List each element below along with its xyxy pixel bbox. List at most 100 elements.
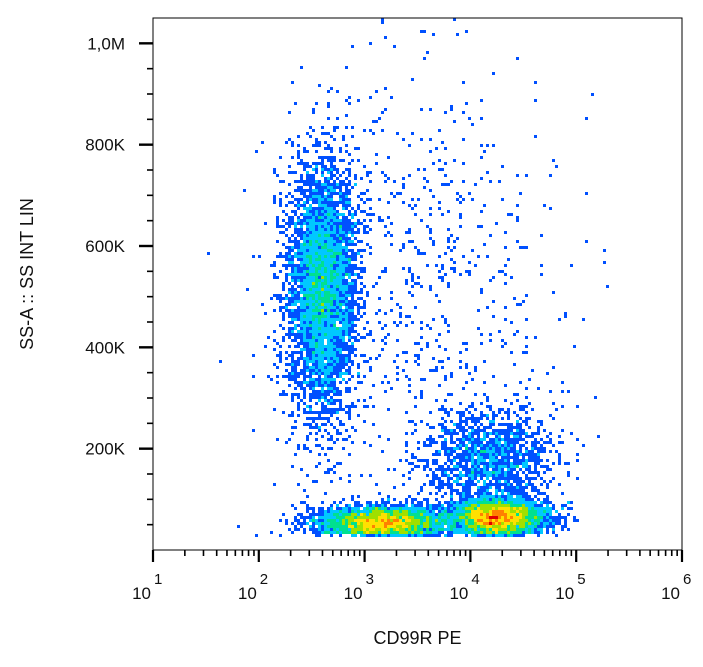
density-cell — [387, 519, 390, 522]
density-cell — [312, 366, 315, 369]
density-cell — [486, 471, 489, 474]
density-cell — [309, 234, 312, 237]
density-cell — [294, 294, 297, 297]
density-cell — [462, 432, 465, 435]
density-cell — [303, 267, 306, 270]
density-cell — [318, 531, 321, 534]
density-cell — [324, 132, 327, 135]
density-cell — [528, 510, 531, 513]
density-cell — [522, 534, 525, 537]
density-cell — [300, 213, 303, 216]
density-cell — [381, 219, 384, 222]
density-cell — [459, 366, 462, 369]
density-cell — [447, 237, 450, 240]
density-cell — [417, 249, 420, 252]
density-cell — [507, 417, 510, 420]
density-cell — [372, 531, 375, 534]
density-cell — [291, 339, 294, 342]
density-cell — [306, 201, 309, 204]
density-cell — [396, 303, 399, 306]
x-tick-base: 10 — [555, 584, 574, 603]
density-cell — [309, 252, 312, 255]
density-cell — [378, 531, 381, 534]
density-cell — [282, 285, 285, 288]
density-cell — [342, 282, 345, 285]
density-cell — [315, 360, 318, 363]
density-cell — [306, 339, 309, 342]
density-cell — [432, 534, 435, 537]
density-cell — [387, 522, 390, 525]
density-cell — [504, 423, 507, 426]
density-cell — [324, 225, 327, 228]
density-cell — [339, 303, 342, 306]
density-cell — [330, 207, 333, 210]
density-cell — [441, 183, 444, 186]
density-cell — [303, 369, 306, 372]
density-cell — [468, 486, 471, 489]
density-cell — [516, 453, 519, 456]
density-cell — [342, 291, 345, 294]
density-cell — [465, 417, 468, 420]
density-cell — [435, 507, 438, 510]
density-cell — [279, 324, 282, 327]
density-cell — [324, 249, 327, 252]
density-cell — [450, 453, 453, 456]
density-cell — [501, 345, 504, 348]
density-cell — [318, 522, 321, 525]
density-cell — [342, 246, 345, 249]
density-cell — [327, 513, 330, 516]
density-cell — [318, 411, 321, 414]
density-cell — [585, 240, 588, 243]
density-cell — [351, 534, 354, 537]
density-cell — [432, 426, 435, 429]
density-cell — [432, 369, 435, 372]
density-cell — [516, 414, 519, 417]
density-cell — [498, 468, 501, 471]
density-cell — [345, 429, 348, 432]
density-cell — [402, 510, 405, 513]
density-cell — [243, 189, 246, 192]
density-cell — [381, 510, 384, 513]
density-cell — [528, 480, 531, 483]
density-cell — [492, 441, 495, 444]
density-cell — [465, 531, 468, 534]
density-cell — [483, 528, 486, 531]
density-cell — [327, 117, 330, 120]
density-cell — [363, 441, 366, 444]
density-cell — [498, 453, 501, 456]
density-cell — [516, 240, 519, 243]
density-cell — [477, 486, 480, 489]
density-cell — [537, 531, 540, 534]
density-cell — [315, 417, 318, 420]
density-cell — [534, 471, 537, 474]
density-cell — [348, 210, 351, 213]
density-cell — [411, 276, 414, 279]
density-cell — [540, 444, 543, 447]
density-cell — [372, 423, 375, 426]
density-cell — [516, 303, 519, 306]
density-cell — [393, 510, 396, 513]
density-cell — [312, 207, 315, 210]
density-cell — [315, 144, 318, 147]
density-cell — [378, 354, 381, 357]
density-cell — [348, 213, 351, 216]
density-cell — [387, 516, 390, 519]
density-cell — [447, 525, 450, 528]
density-cell — [288, 192, 291, 195]
density-cell — [300, 189, 303, 192]
density-cell — [315, 276, 318, 279]
density-cell — [444, 501, 447, 504]
density-cell — [435, 366, 438, 369]
density-cell — [384, 528, 387, 531]
density-cell — [384, 342, 387, 345]
density-cell — [549, 501, 552, 504]
density-cell — [402, 243, 405, 246]
density-cell — [345, 357, 348, 360]
density-cell — [516, 393, 519, 396]
density-cell — [471, 456, 474, 459]
density-cell — [426, 264, 429, 267]
density-cell — [294, 300, 297, 303]
density-cell — [330, 234, 333, 237]
density-cell — [483, 243, 486, 246]
density-cell — [342, 438, 345, 441]
